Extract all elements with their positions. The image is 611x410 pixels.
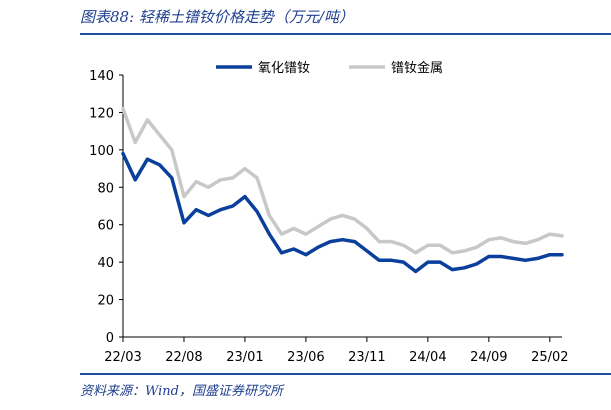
legend: 氧化镨钕 镨钕金属 — [216, 60, 443, 76]
y-tick-label: 0 — [106, 331, 114, 346]
x-tick-label: 25/02 — [531, 350, 568, 365]
x-tick-label: 24/09 — [470, 350, 507, 365]
y-axis: 0 20 40 60 80 100 120 140 — [89, 69, 124, 346]
y-tick-label: 140 — [89, 69, 114, 84]
y-tick-label: 100 — [89, 144, 114, 159]
x-tick-label: 23/06 — [287, 350, 324, 365]
x-tick-label: 22/08 — [165, 350, 202, 365]
chart-title: 图表88: 轻稀土镨钕价格走势（万元/吨） — [80, 8, 354, 26]
legend-item-oxide-label: 氧化镨钕 — [258, 60, 310, 76]
x-axis: 22/03 22/08 23/01 23/06 23/11 24/04 24/09 25/02 — [104, 336, 569, 365]
y-tick-label: 60 — [97, 219, 114, 234]
y-tick-label: 40 — [97, 256, 114, 271]
x-tick-label: 22/03 — [104, 350, 141, 365]
legend-item-metal-label: 镨钕金属 — [391, 60, 443, 76]
y-tick-label: 20 — [97, 294, 114, 309]
x-tick-label: 23/01 — [226, 350, 263, 365]
series-line-oxide — [121, 151, 564, 274]
source-divider — [80, 373, 611, 375]
y-tick-label: 120 — [89, 106, 114, 121]
source-note: 资料来源：Wind，国盛证券研究所 — [80, 384, 283, 399]
series-layer — [121, 106, 564, 274]
x-tick-label: 23/11 — [348, 350, 385, 365]
series-line-metal — [121, 106, 564, 255]
title-divider — [80, 33, 611, 35]
y-tick-label: 80 — [97, 181, 114, 196]
x-tick-label: 24/04 — [409, 350, 446, 365]
